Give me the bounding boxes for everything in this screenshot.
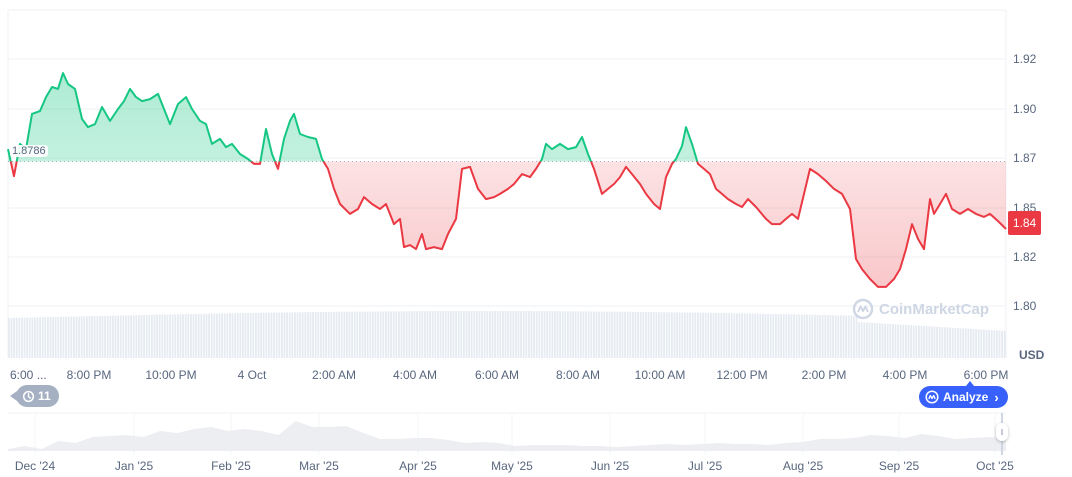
analyze-button[interactable]: Analyze › [919,381,1008,408]
navigator-tick-label: Jan '25 [114,459,154,473]
drag-handle-icon[interactable]: ‖ [996,423,1008,441]
watermark-text: CoinMarketCap [879,300,990,318]
x-tick-label: 12:00 PM [716,368,768,382]
x-tick-label: 6:00 AM [474,368,520,382]
chevron-right-icon: › [994,389,999,405]
navigator-tick-label: Mar '25 [299,459,339,473]
navigator[interactable] [8,412,1006,455]
y-tick-label: 1.87 [1013,151,1037,165]
price-area-fill [8,73,1006,287]
x-tick-label: 4:00 PM [882,368,928,382]
navigator-tick-label: May '25 [491,459,533,473]
y-tick-label: 1.82 [1013,250,1037,264]
navigator-tick-label: Apr '25 [399,459,437,473]
x-tick-label: 10:00 PM [145,368,197,382]
x-tick-label: 2:00 PM [801,368,847,382]
x-tick-label: 10:00 AM [634,368,686,382]
navigator-tick-label: Sep '25 [878,459,920,473]
x-tick-label: 6:00 ... [10,368,47,382]
navigator-tick-label: Jun '25 [590,459,630,473]
coinmarketcap-watermark: CoinMarketCap [852,298,989,320]
x-tick-label: 4 Oct [237,368,267,382]
navigator-tick-label: Jul '25 [687,459,723,473]
y-tick-label: 1.80 [1013,299,1037,313]
analyze-label: Analyze [943,390,989,404]
navigator-tick-label: Oct '25 [976,459,1014,473]
currency-label: USD [1019,348,1045,362]
x-tick-label: 8:00 PM [66,368,112,382]
x-tick-label: 6:00 PM [963,368,1009,382]
volume-bars [8,311,1006,358]
baseline-price-label: 1.8786 [10,145,48,157]
navigator-tick-label: Dec '24 [14,459,56,473]
x-tick-label: 8:00 AM [555,368,601,382]
history-events-badge[interactable]: 11 [10,385,59,407]
clock-history-icon [22,390,35,402]
navigator-tick-label: Feb '25 [211,459,251,473]
y-tick-label: 1.92 [1013,52,1037,66]
cmc-logo-icon [925,390,939,404]
cmc-logo-icon [852,298,874,320]
price-line [7,72,1007,288]
y-tick-label: 1.90 [1013,102,1037,116]
current-price-badge: 1.84 [1008,211,1041,235]
x-tick-label: 2:00 AM [311,368,357,382]
x-tick-label: 4:00 AM [392,368,438,382]
navigator-tick-label: Aug '25 [782,459,824,473]
history-count: 11 [38,389,51,403]
